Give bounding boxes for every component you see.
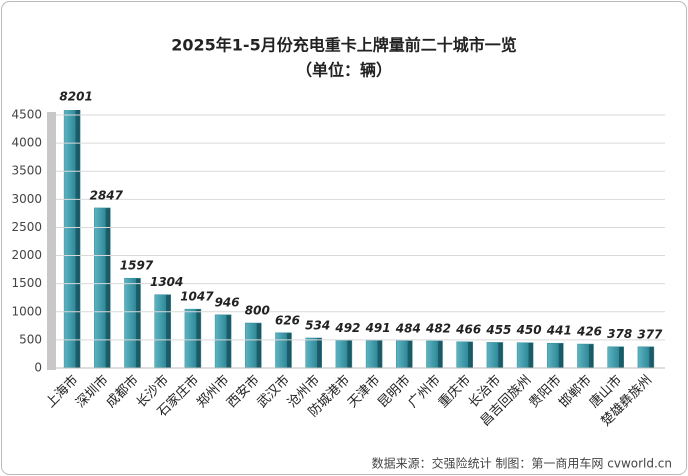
bar [154, 294, 171, 369]
y-tick-label: 4500 [11, 108, 42, 122]
bar [547, 342, 564, 369]
plot-area [63, 110, 655, 369]
bar [456, 341, 473, 369]
bar [305, 337, 322, 369]
data-label: 1597 [120, 259, 154, 273]
data-label: 484 [395, 321, 421, 335]
data-label: 441 [546, 324, 572, 338]
data-label: 426 [576, 325, 602, 339]
data-label: 946 [215, 295, 240, 309]
bar [124, 277, 141, 369]
bar [516, 342, 534, 369]
y-tick-label: 2500 [11, 220, 42, 234]
y-tick-label: 3500 [11, 164, 42, 178]
y-tick-label: 2000 [11, 248, 42, 262]
data-label: 800 [245, 304, 270, 318]
data-label: 482 [425, 321, 451, 335]
bar [607, 346, 624, 369]
bar [365, 340, 383, 369]
chart-title: 2025年1-5月份充电重卡上牌量前二十城市一览 [171, 36, 516, 55]
bar [335, 340, 353, 369]
data-label: 377 [637, 327, 663, 341]
bar [486, 342, 504, 369]
data-label: 491 [365, 321, 391, 335]
data-label: 8201 [59, 90, 92, 104]
bar [275, 332, 292, 369]
y-tick-label: 1000 [11, 304, 42, 318]
data-label: 2847 [90, 188, 124, 202]
y-tick-label: 3000 [11, 192, 42, 206]
data-label: 378 [607, 327, 632, 341]
bar [184, 308, 202, 369]
y-tick-label: 1500 [11, 276, 42, 290]
y-tick-label: 0 [34, 361, 42, 375]
data-label: 450 [516, 323, 542, 337]
bar [214, 314, 232, 369]
data-label: 455 [485, 323, 511, 337]
y-tick-label: 500 [19, 332, 42, 346]
data-label: 1047 [180, 290, 214, 304]
data-label: 492 [334, 321, 360, 335]
bar [637, 346, 655, 369]
data-label: 534 [305, 318, 330, 332]
chart-subtitle: （单位：辆） [296, 61, 392, 80]
bar [245, 322, 262, 369]
bar [396, 340, 413, 369]
bar [426, 340, 443, 369]
bar [94, 207, 111, 369]
data-label: 1304 [150, 275, 183, 289]
bar [577, 343, 594, 369]
axis-wall [47, 112, 56, 370]
source-note: 数据来源：交强险统计 制图：第一商用车网 cvworld.cn [372, 456, 672, 471]
data-label: 466 [455, 322, 481, 336]
data-label: 626 [275, 313, 300, 327]
y-tick-label: 4000 [11, 136, 42, 150]
